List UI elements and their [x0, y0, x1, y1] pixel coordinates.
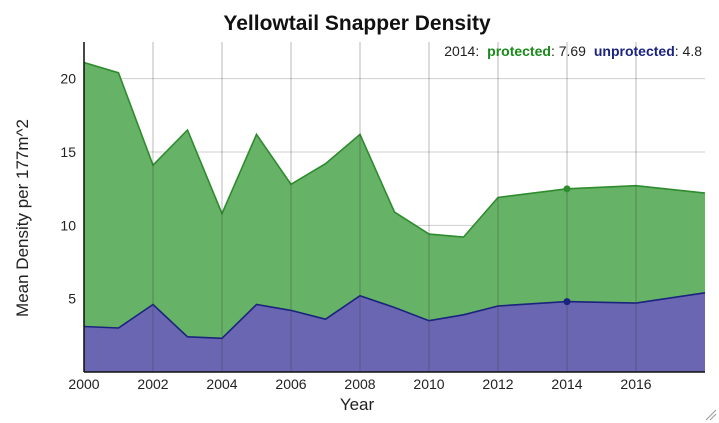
- marker-unprotected: [563, 298, 571, 306]
- y-axis-label: Mean Density per 177m^2: [13, 119, 32, 317]
- y-axis-ticks: 5 10 15 20: [60, 71, 76, 307]
- plot-area: [83, 61, 706, 372]
- x-tick-label: 2010: [413, 376, 444, 392]
- x-tick-label: 2004: [206, 376, 237, 392]
- x-tick-label: 2014: [551, 376, 582, 392]
- x-tick-label: 2008: [344, 376, 375, 392]
- readout-protected-value: : 7.69: [551, 43, 586, 59]
- axes: [83, 42, 705, 373]
- readout-year: 2014:: [444, 43, 479, 59]
- x-axis-label: Year: [340, 395, 375, 414]
- y-tick-label: 10: [60, 217, 76, 233]
- y-tick-label: 15: [60, 144, 76, 160]
- x-axis-ticks: 2000 2002 2004 2006 2008 2010 2012 2014 2016: [68, 376, 651, 392]
- chart-title: Yellowtail Snapper Density: [223, 12, 491, 35]
- marker-protected: [563, 185, 571, 193]
- readout-protected-label: protected: [487, 43, 551, 59]
- vertical-grid: [83, 42, 637, 372]
- readout-unprotected-label: unprotected: [594, 43, 675, 59]
- x-tick-label: 2016: [620, 376, 651, 392]
- x-tick-label: 2006: [275, 376, 306, 392]
- x-tick-label: 2012: [482, 376, 513, 392]
- readout-unprotected-value: : 4.8: [675, 43, 702, 59]
- hover-readout: 2014: protected: 7.69 unprotected: 4.8: [444, 43, 702, 59]
- resize-grip[interactable]: [705, 409, 717, 421]
- y-tick-label: 5: [68, 291, 76, 307]
- y-tick-label: 20: [60, 71, 76, 87]
- x-tick-label: 2002: [137, 376, 168, 392]
- line-unprotected: [83, 292, 706, 340]
- area-protected: [84, 62, 705, 339]
- line-protected: [83, 61, 706, 238]
- hover-markers: [563, 185, 571, 306]
- area-unprotected: [84, 292, 705, 372]
- x-tick-label: 2000: [68, 376, 99, 392]
